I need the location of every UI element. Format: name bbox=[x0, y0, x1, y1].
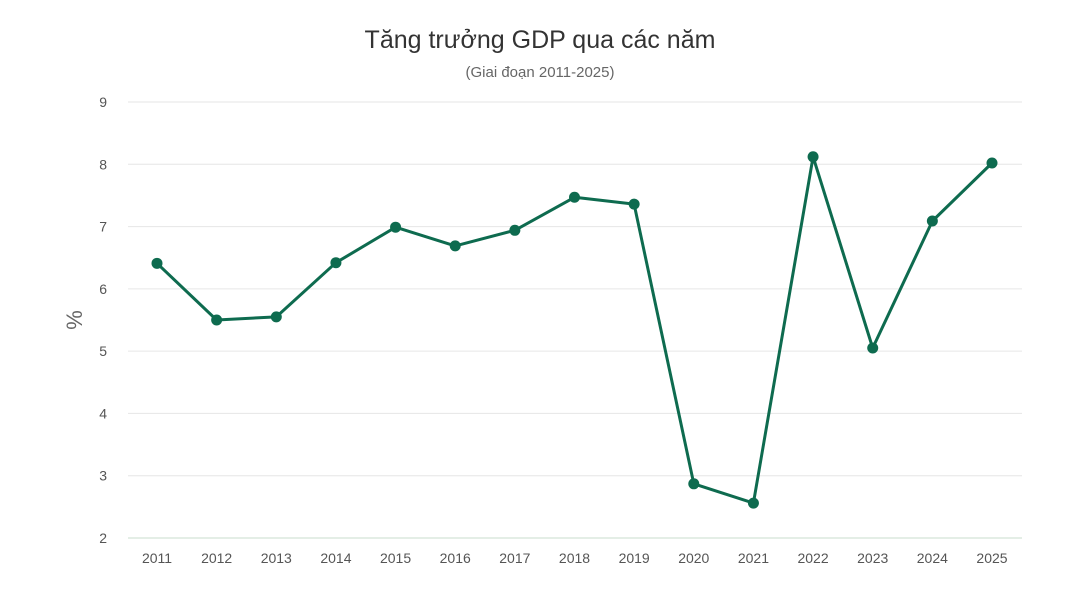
data-point[interactable] bbox=[211, 314, 223, 326]
series-group bbox=[151, 151, 998, 509]
data-point[interactable] bbox=[270, 311, 282, 323]
x-tick-label: 2011 bbox=[142, 550, 172, 566]
y-tick-label: 2 bbox=[99, 530, 107, 546]
x-tick-label: 2015 bbox=[380, 550, 411, 566]
x-tick-label: 2014 bbox=[320, 550, 351, 566]
y-tick-label: 6 bbox=[99, 281, 107, 297]
data-point[interactable] bbox=[628, 198, 640, 210]
y-tick-label: 8 bbox=[99, 156, 107, 172]
y-tick-label: 9 bbox=[99, 94, 107, 110]
x-tick-label: 2012 bbox=[201, 550, 232, 566]
x-tick-label: 2018 bbox=[559, 550, 590, 566]
data-point[interactable] bbox=[390, 221, 402, 233]
x-tick-label: 2019 bbox=[619, 550, 650, 566]
y-tick-label: 4 bbox=[99, 405, 107, 421]
data-point[interactable] bbox=[926, 215, 938, 227]
x-tick-label: 2022 bbox=[797, 550, 828, 566]
y-axis: 2 3 4 5 6 7 8 9 bbox=[99, 94, 107, 546]
x-axis: 2011 2012 2013 2014 2015 2016 2017 2018 2019 2020… bbox=[142, 550, 1008, 566]
data-point[interactable] bbox=[986, 157, 998, 169]
x-tick-label: 2020 bbox=[678, 550, 709, 566]
x-tick-label: 2016 bbox=[440, 550, 471, 566]
chart-subtitle: (Giai đoạn 2011-2025) bbox=[465, 64, 615, 81]
data-point[interactable] bbox=[449, 240, 461, 252]
y-tick-label: 5 bbox=[99, 343, 107, 359]
data-point[interactable] bbox=[151, 257, 163, 269]
data-point[interactable] bbox=[509, 224, 521, 236]
y-axis-title: % bbox=[62, 310, 87, 330]
data-point[interactable] bbox=[688, 478, 700, 490]
gridlines bbox=[128, 101, 1022, 539]
y-tick-label: 3 bbox=[99, 468, 107, 484]
data-point[interactable] bbox=[747, 497, 759, 509]
x-tick-label: 2023 bbox=[857, 550, 888, 566]
data-point[interactable] bbox=[569, 191, 580, 203]
data-point[interactable] bbox=[867, 342, 879, 354]
data-point[interactable] bbox=[807, 151, 819, 163]
data-point[interactable] bbox=[330, 257, 342, 269]
x-tick-label: 2017 bbox=[499, 550, 530, 566]
x-tick-label: 2025 bbox=[976, 550, 1007, 566]
x-tick-label: 2013 bbox=[261, 550, 292, 566]
chart-title: Tăng trưởng GDP qua các năm bbox=[364, 26, 716, 54]
x-tick-label: 2021 bbox=[738, 550, 769, 566]
series-line bbox=[155, 155, 994, 505]
x-tick-label: 2024 bbox=[917, 550, 948, 566]
y-tick-label: 7 bbox=[99, 219, 107, 235]
